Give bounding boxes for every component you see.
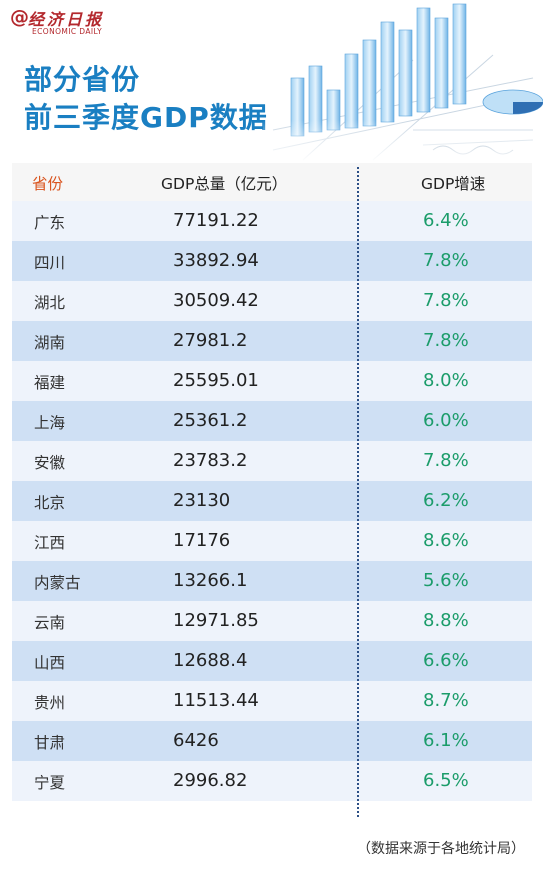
bar-chart-illustration-icon (263, 3, 543, 163)
gdp-cell: 6426 (173, 730, 219, 751)
province-cell: 四川 (34, 254, 66, 272)
gdp-cell: 12688.4 (173, 650, 248, 671)
province-cell: 上海 (34, 414, 66, 432)
page-title-line2: 前三季度GDP数据 (24, 101, 268, 134)
table-row: 北京 23130 6.2% (12, 481, 532, 521)
table-row: 湖北 30509.42 7.8% (12, 281, 532, 321)
province-cell: 云南 (34, 614, 66, 632)
growth-cell: 6.4% (423, 210, 469, 231)
province-cell: 贵州 (34, 694, 66, 712)
growth-cell: 8.0% (423, 370, 469, 391)
growth-cell: 6.2% (423, 490, 469, 511)
growth-cell: 8.6% (423, 530, 469, 551)
brand-name-cn: 经济日报 (28, 10, 105, 29)
gdp-cell: 17176 (173, 530, 231, 551)
province-cell: 内蒙古 (34, 574, 81, 592)
growth-cell: 6.5% (423, 770, 469, 791)
gdp-cell: 12971.85 (173, 610, 259, 631)
table-row: 湖南 27981.2 7.8% (12, 321, 532, 361)
table-header: 省份 GDP总量（亿元） GDP增速 (12, 163, 532, 201)
province-cell: 福建 (34, 374, 66, 392)
table-row: 江西 17176 8.6% (12, 521, 532, 561)
growth-cell: 6.1% (423, 730, 469, 751)
table-row: 上海 25361.2 6.0% (12, 401, 532, 441)
province-cell: 甘肃 (34, 734, 66, 752)
gdp-table: 省份 GDP总量（亿元） GDP增速 广东 77191.22 6.4% 四川 3… (12, 163, 532, 818)
growth-cell: 8.8% (423, 610, 469, 631)
gdp-cell: 25361.2 (173, 410, 248, 431)
gdp-cell: 25595.01 (173, 370, 259, 391)
gdp-cell: 23130 (173, 490, 231, 511)
header: @ 经济日报 ECONOMIC DAILY 部分省份 前三季度GDP数据 (0, 0, 543, 163)
gdp-cell: 77191.22 (173, 210, 259, 231)
column-header-growth: GDP增速 (421, 175, 486, 193)
gdp-cell: 23783.2 (173, 450, 248, 471)
growth-cell: 8.7% (423, 690, 469, 711)
province-cell: 江西 (34, 534, 66, 552)
table-row: 四川 33892.94 7.8% (12, 241, 532, 281)
gdp-cell: 30509.42 (173, 290, 259, 311)
table-row: 贵州 11513.44 8.7% (12, 681, 532, 721)
table-row: 云南 12971.85 8.8% (12, 601, 532, 641)
province-cell: 安徽 (34, 454, 66, 472)
growth-cell: 7.8% (423, 250, 469, 271)
table-row: 山西 12688.4 6.6% (12, 641, 532, 681)
growth-cell: 7.8% (423, 450, 469, 471)
column-header-province: 省份 (32, 175, 64, 193)
growth-cell: 7.8% (423, 330, 469, 351)
gdp-cell: 33892.94 (173, 250, 259, 271)
gdp-cell: 11513.44 (173, 690, 259, 711)
table-row: 安徽 23783.2 7.8% (12, 441, 532, 481)
page-title-line1: 部分省份 (24, 63, 141, 96)
brand-at-mark: @ (10, 6, 29, 28)
province-cell: 山西 (34, 654, 66, 672)
table-row: 内蒙古 13266.1 5.6% (12, 561, 532, 601)
province-cell: 北京 (34, 494, 66, 512)
table-row: 甘肃 6426 6.1% (12, 721, 532, 761)
province-cell: 广东 (34, 214, 66, 232)
table-row: 宁夏 2996.82 6.5% (12, 761, 532, 801)
gdp-cell: 27981.2 (173, 330, 248, 351)
table-row: 广东 77191.22 6.4% (12, 201, 532, 241)
column-header-gdp: GDP总量（亿元） (161, 175, 288, 193)
growth-cell: 5.6% (423, 570, 469, 591)
growth-cell: 6.6% (423, 650, 469, 671)
gdp-cell: 2996.82 (173, 770, 248, 791)
province-cell: 湖南 (34, 334, 66, 352)
gdp-cell: 13266.1 (173, 570, 248, 591)
source-note: （数据来源于各地统计局） (357, 841, 525, 857)
province-cell: 湖北 (34, 294, 66, 312)
province-cell: 宁夏 (34, 774, 66, 792)
growth-cell: 6.0% (423, 410, 469, 431)
brand-name-en: ECONOMIC DAILY (32, 27, 103, 36)
column-divider (357, 167, 359, 817)
growth-cell: 7.8% (423, 290, 469, 311)
table-row: 福建 25595.01 8.0% (12, 361, 532, 401)
